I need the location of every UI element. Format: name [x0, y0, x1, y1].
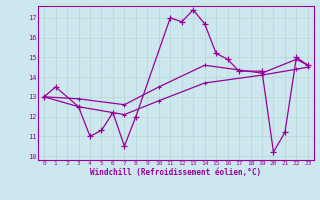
- X-axis label: Windchill (Refroidissement éolien,°C): Windchill (Refroidissement éolien,°C): [91, 168, 261, 177]
